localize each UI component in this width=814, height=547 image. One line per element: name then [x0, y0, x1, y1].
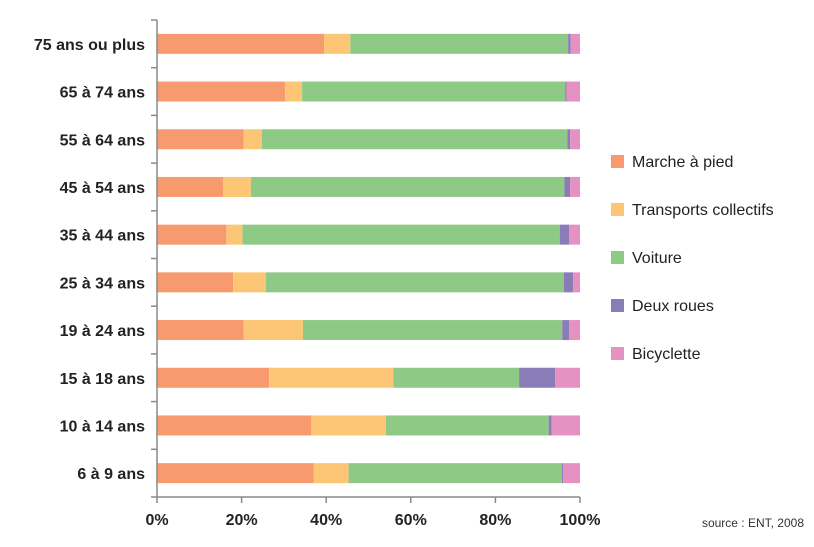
bar-segment — [243, 129, 262, 150]
bar-segment — [551, 415, 580, 436]
x-tick-label: 40% — [310, 512, 342, 529]
bar-segment — [568, 33, 571, 54]
bar-segment — [570, 129, 580, 150]
category-label: 19 à 24 ans — [60, 323, 146, 340]
bar-segment — [570, 33, 580, 54]
bar-segment — [324, 33, 351, 54]
legend-swatch — [611, 155, 624, 168]
bar-segment — [573, 272, 580, 293]
bar-segment — [570, 176, 580, 197]
bar-segment — [233, 272, 266, 293]
legend-swatch — [611, 251, 624, 264]
bar-segment — [564, 176, 571, 197]
bar-segment — [157, 320, 244, 341]
bar-segment — [157, 367, 270, 388]
legend-swatch — [611, 299, 624, 312]
bar-segment — [302, 320, 563, 341]
bar-segment — [563, 463, 580, 484]
category-label: 45 à 54 ans — [60, 180, 146, 197]
legend-label: Marche à pied — [632, 154, 733, 171]
bar-segment — [157, 224, 227, 245]
legend-label: Transports collectifs — [632, 202, 774, 219]
legend-label: Voiture — [632, 250, 682, 267]
bar-segment — [548, 415, 552, 436]
bar-segment — [311, 415, 386, 436]
category-labels: 75 ans ou plus 65 à 74 ans 55 à 64 ans 45 à… — [34, 37, 145, 483]
legend-swatch — [611, 203, 624, 216]
bar-segment — [243, 320, 303, 341]
bar-segment — [250, 176, 565, 197]
bar-segment — [350, 33, 569, 54]
bar-segment — [385, 415, 549, 436]
bar-segment — [562, 320, 570, 341]
x-tick-label: 0% — [145, 512, 168, 529]
legend: Marche à pied Transports collectifs Voitur… — [611, 154, 774, 363]
bar-segment — [265, 272, 564, 293]
bar-segment — [157, 415, 312, 436]
bar-segment — [569, 224, 580, 245]
category-label: 6 à 9 ans — [77, 466, 145, 483]
bar-segment — [561, 463, 564, 484]
legend-swatch — [611, 347, 624, 360]
legend-label: Deux roues — [632, 298, 714, 315]
bar-segment — [559, 224, 570, 245]
source-note: source : ENT, 2008 — [702, 516, 804, 530]
x-tick-label: 80% — [479, 512, 511, 529]
x-tick-labels: 0% 20% 40% 60% 80% 100% — [145, 512, 600, 529]
bar-segment — [566, 81, 580, 102]
bar-segment — [563, 272, 574, 293]
bars-group — [157, 33, 580, 484]
category-label: 25 à 34 ans — [60, 275, 146, 292]
bar-segment — [565, 81, 567, 102]
bar-segment — [393, 367, 520, 388]
bar-segment — [157, 33, 325, 54]
bar-segment — [226, 224, 243, 245]
bar-segment — [519, 367, 556, 388]
bar-segment — [157, 272, 234, 293]
category-label: 35 à 44 ans — [60, 228, 146, 245]
category-label: 65 à 74 ans — [60, 85, 146, 102]
category-label: 10 à 14 ans — [60, 418, 146, 435]
bar-segment — [157, 81, 286, 102]
bar-segment — [348, 463, 562, 484]
bar-segment — [285, 81, 303, 102]
bar-segment — [555, 367, 580, 388]
axes-group — [151, 19, 581, 503]
bar-segment — [302, 81, 566, 102]
bar-segment — [269, 367, 394, 388]
bar-segment — [567, 129, 571, 150]
category-label: 55 à 64 ans — [60, 132, 146, 149]
legend-label: Bicyclette — [632, 346, 701, 363]
x-tick-label: 60% — [395, 512, 427, 529]
bar-segment — [157, 463, 314, 484]
bar-segment — [157, 176, 223, 197]
bar-segment — [157, 129, 244, 150]
bar-segment — [261, 129, 568, 150]
bar-segment — [569, 320, 580, 341]
bar-segment — [313, 463, 349, 484]
x-tick-label: 20% — [226, 512, 258, 529]
category-label: 15 à 18 ans — [60, 371, 146, 388]
x-tick-label: 100% — [560, 512, 601, 529]
category-label: 75 ans ou plus — [34, 37, 145, 54]
bar-segment — [222, 176, 251, 197]
bar-segment — [242, 224, 560, 245]
